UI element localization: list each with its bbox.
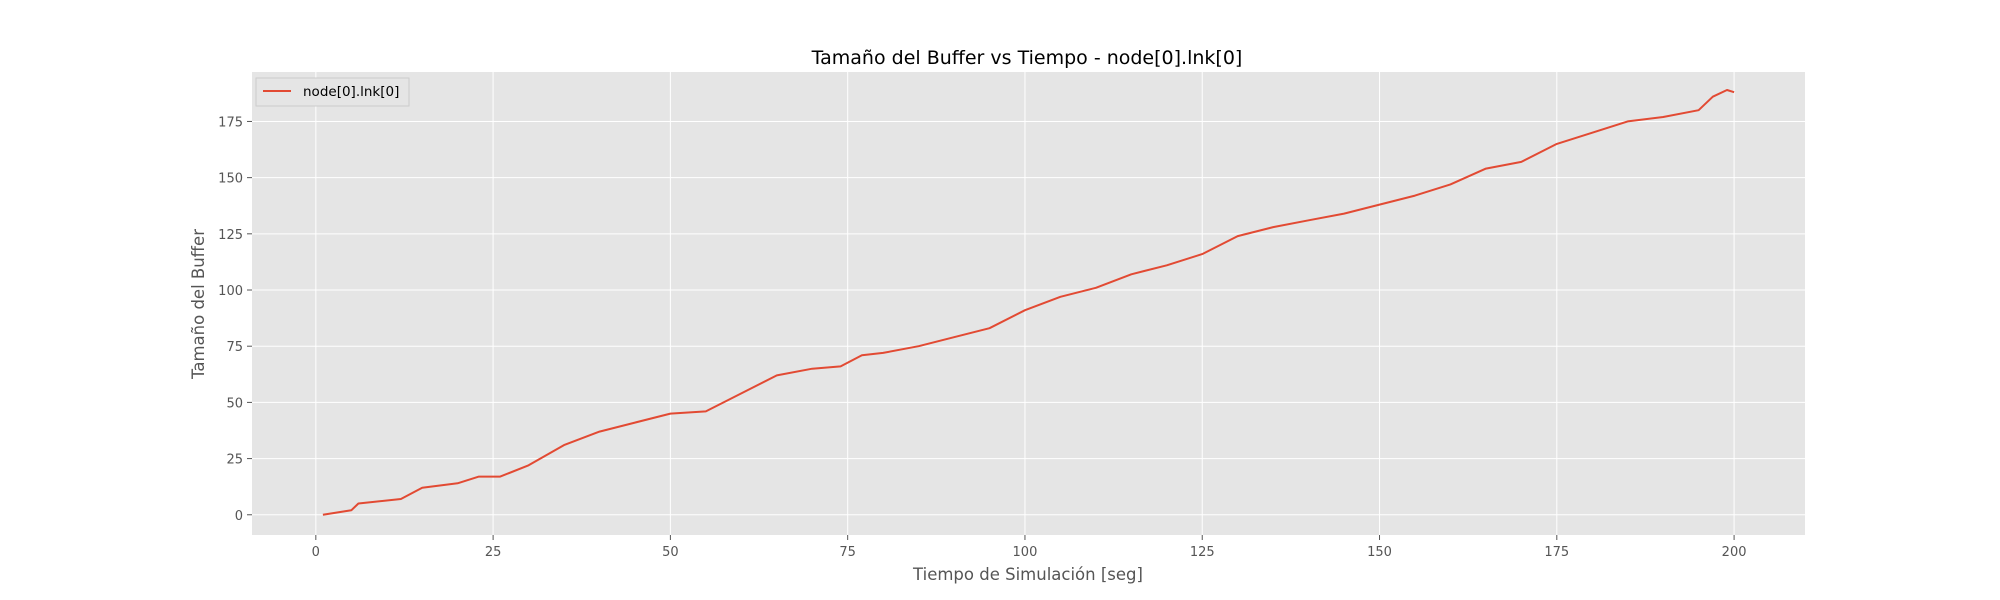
series-line-node0-lnk0 bbox=[322, 89, 1735, 516]
y-tick-label: 75 bbox=[226, 340, 243, 355]
x-tick-label: 25 bbox=[485, 545, 502, 560]
grid-lines bbox=[252, 72, 1805, 535]
x-tick-label: 0 bbox=[312, 545, 320, 560]
x-tick-label: 50 bbox=[662, 545, 679, 560]
legend: node[0].lnk[0] bbox=[255, 77, 410, 107]
y-tick-label: 100 bbox=[218, 284, 243, 299]
x-tick-label: 125 bbox=[1190, 545, 1215, 560]
chart-title: Tamaño del Buffer vs Tiempo - node[0].ln… bbox=[811, 47, 1243, 69]
x-tick-label: 75 bbox=[839, 545, 856, 560]
y-tick-label: 50 bbox=[226, 396, 243, 411]
y-axis-label: Tamaño del Buffer bbox=[189, 229, 208, 380]
x-axis-ticks: 0 25 50 75 100 125 150 175 200 bbox=[312, 535, 1747, 560]
x-tick-label: 200 bbox=[1722, 545, 1747, 560]
y-axis-ticks: 0 25 50 75 100 125 150 175 bbox=[218, 115, 252, 524]
plot-area bbox=[252, 72, 1805, 535]
x-tick-label: 150 bbox=[1367, 545, 1392, 560]
y-tick-label: 25 bbox=[226, 453, 243, 468]
x-tick-label: 175 bbox=[1544, 545, 1569, 560]
y-tick-label: 125 bbox=[218, 228, 243, 243]
y-tick-label: 150 bbox=[218, 172, 243, 187]
x-tick-label: 100 bbox=[1013, 545, 1038, 560]
legend-label: node[0].lnk[0] bbox=[303, 84, 399, 100]
y-tick-label: 0 bbox=[235, 509, 243, 524]
x-axis-label: Tiempo de Simulación [seg] bbox=[912, 565, 1143, 584]
y-tick-label: 175 bbox=[218, 115, 243, 130]
